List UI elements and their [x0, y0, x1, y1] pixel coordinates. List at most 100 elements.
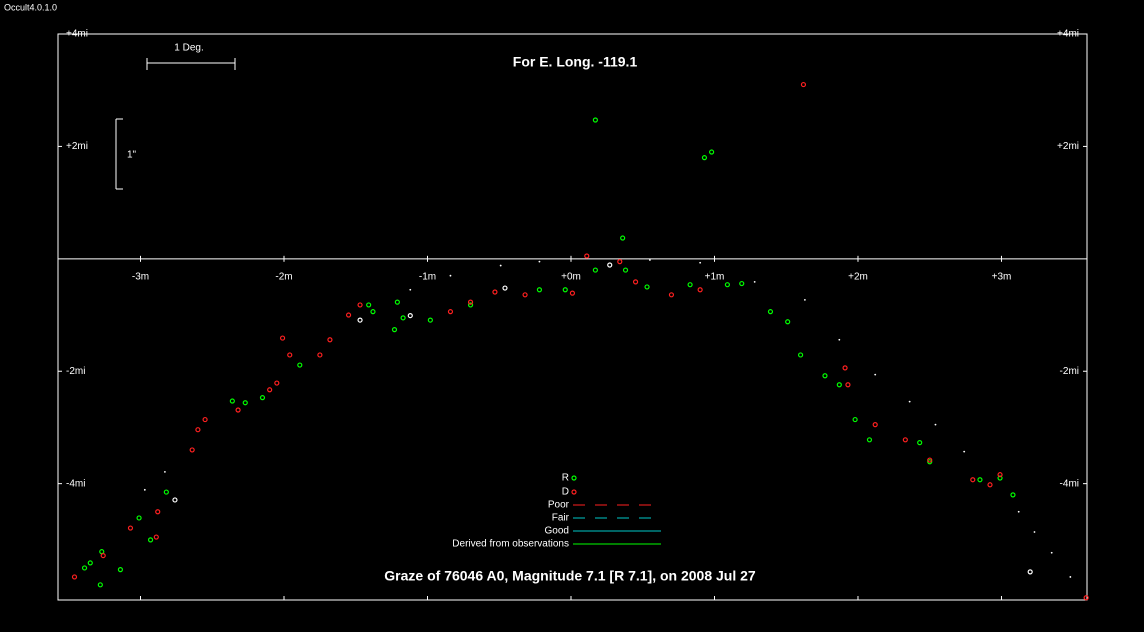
y-tick-label: -2mi [1060, 366, 1079, 377]
data-point [1027, 569, 1033, 575]
data-point [195, 427, 201, 433]
data-point [709, 149, 715, 155]
y-tick-label: +2mi [66, 141, 88, 152]
data-point [100, 552, 106, 559]
data-point [153, 534, 159, 540]
data-point [934, 423, 937, 426]
data-point [620, 235, 626, 241]
data-point [164, 470, 166, 473]
legend-label: R [562, 473, 569, 484]
data-point [753, 280, 756, 283]
data-point [902, 437, 908, 443]
data-point [607, 262, 613, 268]
data-point [699, 261, 702, 264]
data-point [499, 264, 502, 267]
data-point [409, 288, 412, 291]
data-point [357, 302, 363, 308]
data-point [785, 319, 791, 325]
data-point [172, 497, 178, 503]
y-tick-label: +4mi [66, 29, 88, 40]
data-point [977, 477, 983, 483]
x-tick-label: -2m [275, 271, 292, 282]
data-point [502, 285, 508, 291]
data-point [235, 407, 241, 413]
data-point [970, 477, 976, 483]
data-point [1069, 576, 1072, 578]
data-point [71, 574, 78, 580]
data-point [622, 267, 629, 273]
data-point [739, 280, 745, 287]
data-point [872, 422, 878, 428]
x-tick-label: +3m [992, 271, 1012, 282]
data-point [357, 317, 363, 323]
y-tick-label: -2mi [66, 366, 85, 377]
data-point [649, 259, 651, 261]
x-tick-label: +0m [561, 271, 581, 282]
data-point [797, 352, 804, 358]
data-point [345, 312, 352, 318]
data-point [155, 509, 161, 515]
y-tick-label: +4mi [1057, 29, 1079, 40]
data-point [963, 450, 966, 453]
data-point [229, 398, 235, 404]
data-point [391, 327, 398, 333]
data-point [394, 299, 400, 305]
data-point [767, 309, 774, 315]
data-point [644, 284, 650, 290]
data-point [147, 537, 154, 543]
data-point [724, 282, 731, 288]
data-point [987, 482, 993, 488]
data-point [803, 298, 806, 301]
data-point [836, 382, 842, 388]
data-point [297, 362, 303, 368]
data-point [874, 373, 877, 376]
data-point [407, 312, 413, 319]
data-point [701, 155, 708, 161]
data-point [569, 290, 576, 296]
data-point [822, 373, 828, 379]
data-point [467, 302, 474, 308]
data-point [127, 525, 134, 531]
data-point [287, 352, 293, 358]
data-point [87, 560, 93, 566]
data-point [1050, 551, 1053, 554]
scale-bars [115, 58, 236, 190]
data-point [189, 447, 195, 453]
data-point [366, 302, 372, 308]
y-tick-label: -4mi [66, 478, 85, 489]
window-title: Occult4.0.1.0 [4, 2, 57, 12]
data-point [467, 299, 474, 305]
scale-label: 1 Deg. [174, 43, 203, 54]
data-point [800, 81, 807, 88]
data-point [838, 338, 841, 341]
data-point [97, 582, 103, 588]
data-point [259, 395, 266, 401]
legend-label: Poor [548, 500, 570, 511]
legend-marker [571, 475, 577, 481]
data-point [317, 352, 323, 358]
data-point [927, 457, 933, 463]
x-tick-label: +2m [848, 271, 868, 282]
x-tick-label: -3m [132, 271, 149, 282]
data-point [1010, 492, 1016, 498]
data-point [492, 289, 498, 295]
data-point [632, 279, 639, 285]
x-tick-label: +1m [705, 271, 725, 282]
legend-label: Fair [552, 513, 570, 524]
data-point [163, 489, 169, 495]
data-point [866, 437, 873, 443]
data-point [1033, 531, 1036, 533]
data-point [908, 400, 911, 403]
data-point [668, 292, 675, 298]
data-point [842, 365, 848, 371]
data-point [852, 416, 858, 423]
data-point [917, 440, 923, 446]
legend-label: Good [545, 526, 569, 537]
scale-label: 1" [127, 150, 137, 161]
data-point [327, 337, 333, 343]
data-point [81, 565, 88, 571]
data-point [202, 416, 208, 423]
data-point [522, 292, 528, 298]
